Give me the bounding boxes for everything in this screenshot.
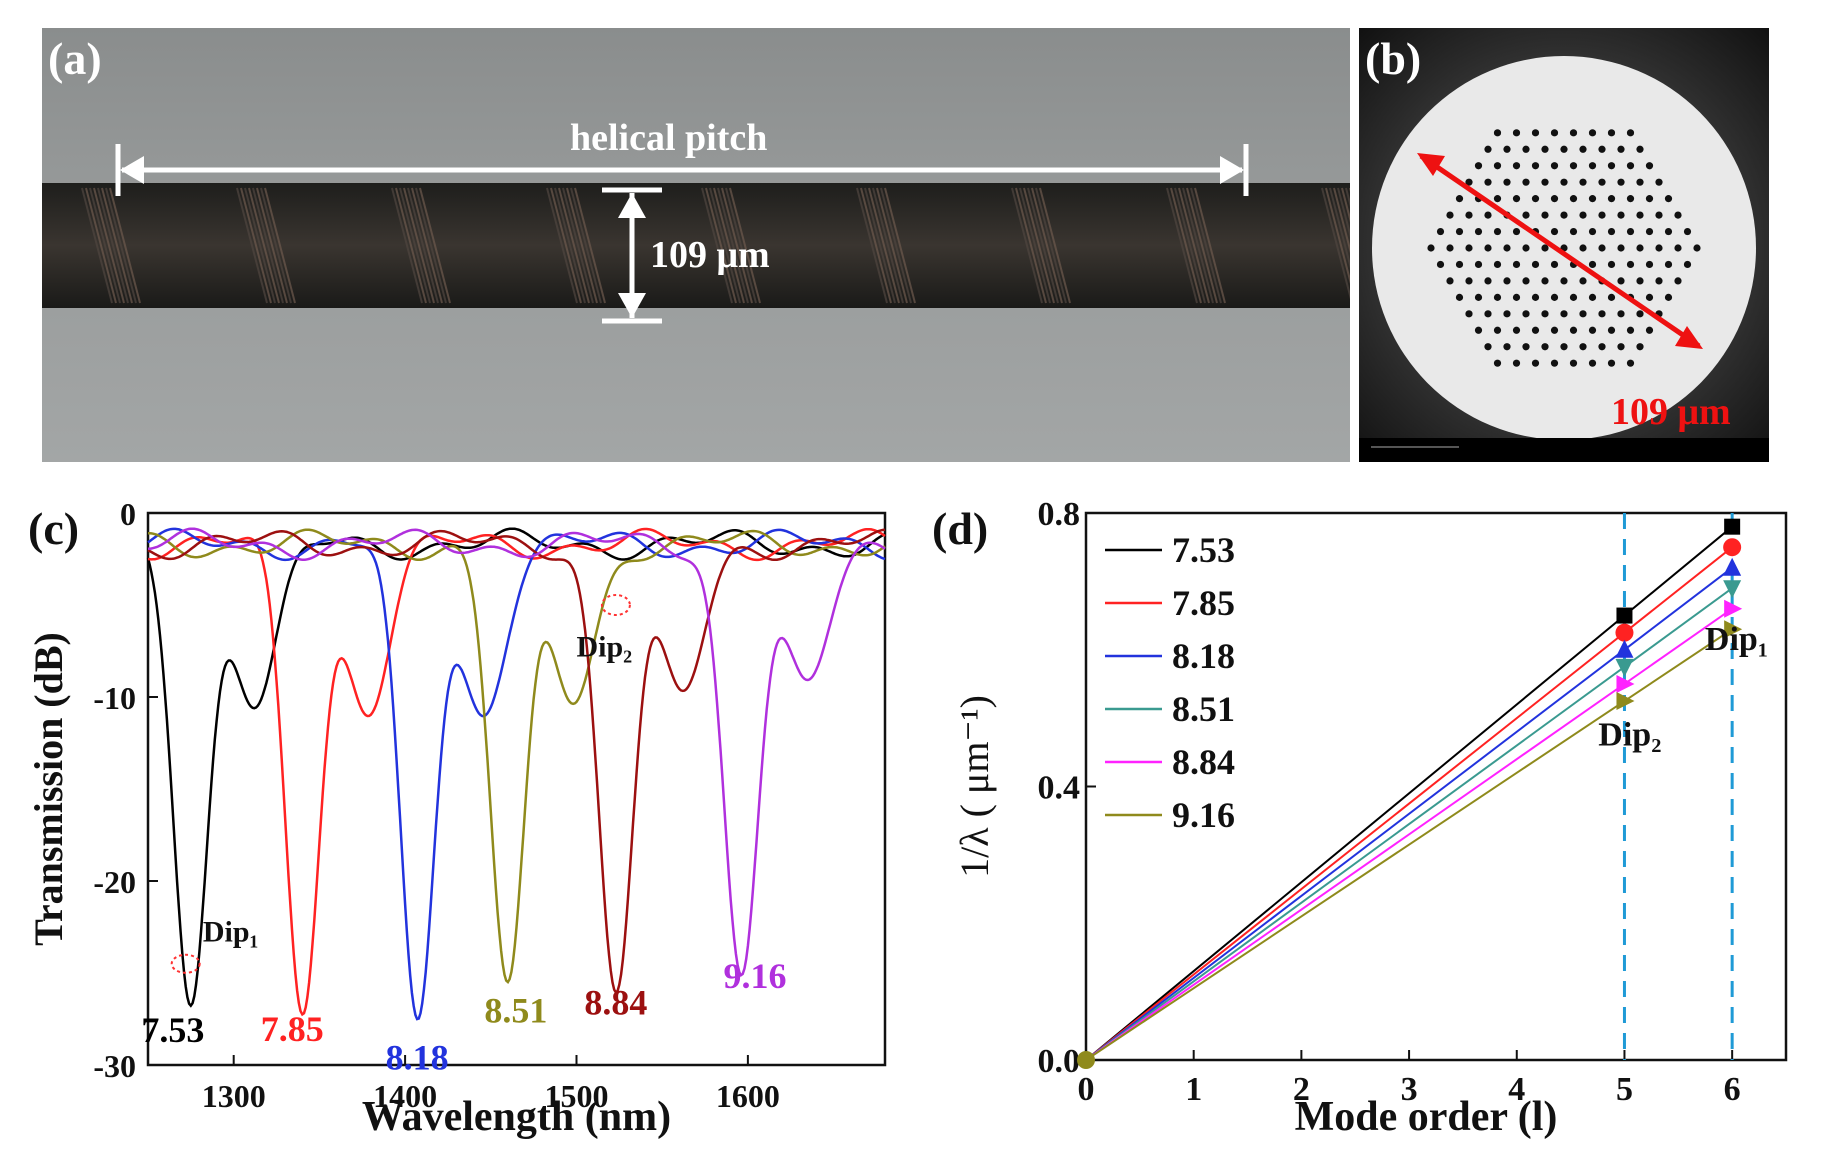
- data-point: [1616, 692, 1635, 711]
- panel-label-a: (a): [48, 33, 102, 84]
- x-tick-label: 1500: [544, 1078, 608, 1114]
- fiber-image: [42, 144, 1350, 324]
- panel-label-c: (c): [28, 503, 80, 554]
- dip2-annotation: Dip₂: [1598, 716, 1661, 753]
- data-point: [1615, 623, 1634, 642]
- x-tick-label: 1300: [202, 1078, 266, 1114]
- x-tick-label: 2: [1293, 1071, 1310, 1108]
- data-point: [1615, 658, 1634, 677]
- legend-label: 8.84: [1172, 742, 1235, 782]
- data-point: [1723, 580, 1742, 599]
- dip-wavelength-label: 7.85: [261, 1009, 324, 1049]
- panel-label-b: (b): [1365, 33, 1422, 84]
- y-tick-label: 0.0: [1038, 1043, 1081, 1080]
- y-tick-label: 0: [120, 496, 136, 532]
- data-point: [1723, 557, 1742, 576]
- cross-section-image: [1359, 56, 1769, 462]
- x-tick-label: 1400: [373, 1078, 437, 1114]
- legend-label: 7.85: [1172, 583, 1235, 623]
- spectrum-7.53: [146, 527, 886, 1008]
- legend-label: 8.18: [1172, 636, 1235, 676]
- sem-cross-section: (b) 109 μm: [1359, 28, 1769, 462]
- dip-wavelength-label: 7.53: [141, 1010, 204, 1050]
- dip2-annotation: Dip₂: [576, 631, 632, 664]
- cross-section-diameter-label: 109 μm: [1611, 391, 1731, 433]
- helical-stripes: [81, 187, 1350, 304]
- legend-label: 8.51: [1172, 689, 1235, 729]
- x-tick-label: 6: [1724, 1071, 1741, 1108]
- dip2-marker: [600, 594, 631, 616]
- transmission-chart: (c) 1300 1400 1500 1600 0 -10 -20 -30 Wavelength…: [0, 480, 900, 1155]
- data-point: [1616, 607, 1633, 624]
- pitch-arrow-head-right: [1220, 156, 1244, 184]
- diameter-arrow-red: [1419, 153, 1701, 349]
- legend-label: 7.53: [1172, 530, 1235, 570]
- spectrum-8.18: [147, 527, 886, 1021]
- x-tick-label: 1600: [716, 1078, 780, 1114]
- dip1-annotation: Dip₁: [1705, 621, 1768, 658]
- dip-wavelength-label: 8.84: [584, 983, 647, 1023]
- panel-label-d: (d): [932, 503, 989, 554]
- helical-pitch-label: helical pitch: [570, 117, 768, 159]
- mode-order-chart: (d) 0 1 2 3 4 5 6 0.0 0.4 0.8 Mode order (l) 1/λ ( …: [900, 480, 1821, 1155]
- x-axis-label: Mode order (l): [1295, 1094, 1558, 1140]
- data-point: [1077, 1051, 1095, 1069]
- x-tick-label: 0: [1078, 1071, 1095, 1108]
- x-tick-label: 5: [1616, 1071, 1633, 1108]
- spectrum-7.85: [147, 527, 886, 1017]
- spectrum-8.51: [147, 528, 886, 985]
- y-axis-label: Transmission (dB): [26, 632, 71, 946]
- transmission-plot: 1300 1400 1500 1600 0 -10 -20 -30 Wavelength (nm…: [26, 496, 887, 1140]
- y-tick-label: -20: [93, 864, 136, 900]
- legend-label: 9.16: [1172, 795, 1235, 835]
- fiber-diameter-label: 109 μm: [650, 234, 770, 276]
- dip1-annotation: Dip₁: [203, 916, 259, 949]
- spectrum-9.16: [147, 527, 886, 978]
- y-tick-label: -10: [93, 680, 136, 716]
- air-holes: [1427, 129, 1701, 367]
- dip-wavelength-label: 8.18: [386, 1037, 449, 1077]
- plot-frame: [146, 511, 887, 1067]
- spectrum-8.84: [147, 528, 886, 995]
- x-axis-label: Wavelength (nm): [362, 1094, 671, 1140]
- sem-info-bar: [1359, 438, 1769, 462]
- dip-wavelength-label: 8.51: [484, 991, 547, 1031]
- mode-order-plot: 0 1 2 3 4 5 6 0.0 0.4 0.8 Mode order (l) 1/λ ( μm⁻¹…: [952, 496, 1788, 1140]
- y-tick-label: -30: [93, 1048, 136, 1084]
- y-axis-label: 1/λ ( μm⁻¹): [952, 695, 997, 878]
- data-point: [1616, 674, 1635, 693]
- data-point: [1615, 639, 1634, 658]
- y-tick-label: 0.8: [1038, 496, 1081, 533]
- pitch-arrow-head-left: [120, 156, 144, 184]
- data-point: [1724, 518, 1741, 535]
- x-tick-label: 1: [1185, 1071, 1202, 1108]
- data-point: [1723, 538, 1742, 557]
- data-point: [1724, 599, 1743, 618]
- y-tick-label: 0.4: [1038, 770, 1081, 807]
- fiber-micrograph: (a) helical pitch 109 μm: [42, 28, 1350, 462]
- x-tick-label: 4: [1508, 1071, 1525, 1108]
- data-point: [1724, 620, 1743, 639]
- dip1-marker: [170, 953, 201, 974]
- x-tick-label: 3: [1401, 1071, 1418, 1108]
- dip-wavelength-label: 9.16: [724, 956, 787, 996]
